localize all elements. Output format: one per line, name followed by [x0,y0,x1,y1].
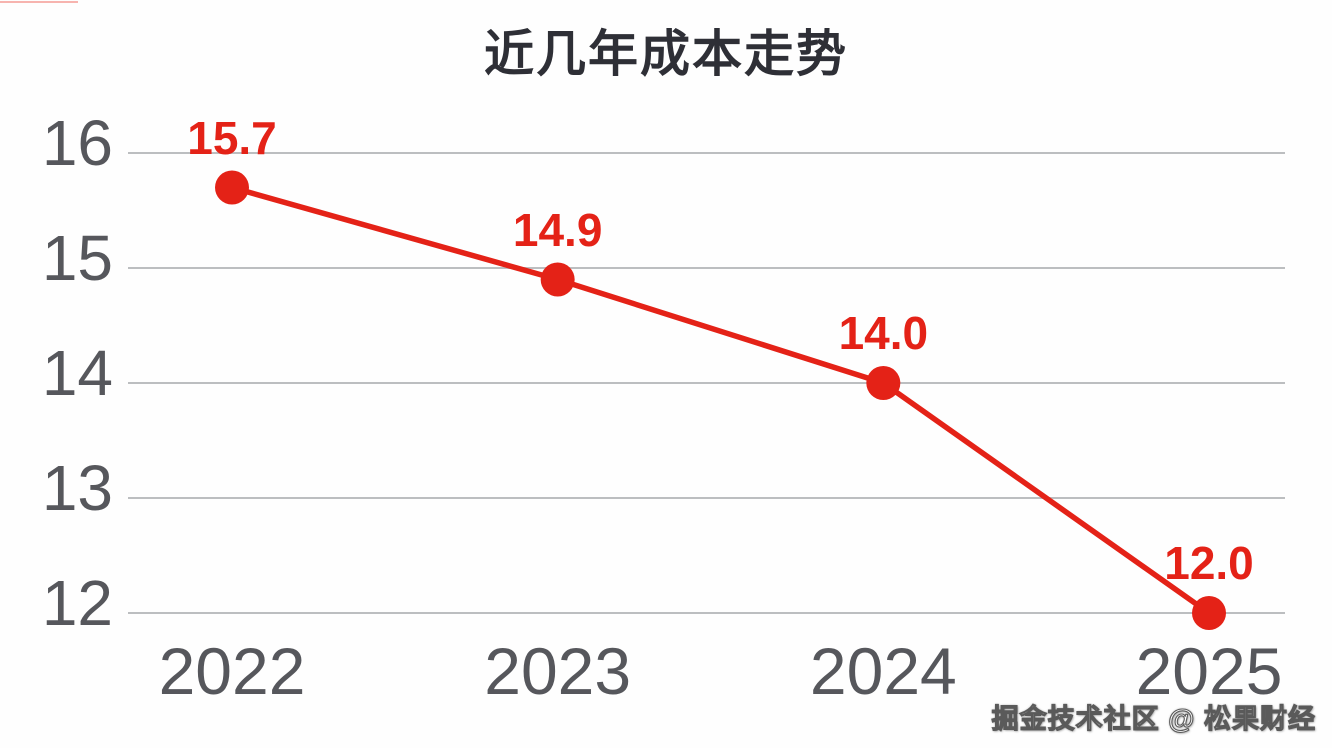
y-tick-label: 16 [41,107,113,179]
data-point [215,170,249,205]
x-tick-label: 2024 [809,634,957,708]
watermark: 掘金技术社区 @ 松果财经 [991,703,1316,734]
x-tick-label: 2023 [484,634,632,708]
data-point-label: 14.0 [838,307,929,359]
data-point [540,262,575,297]
y-tick-label: 12 [41,567,113,639]
data-point-label: 14.9 [512,203,603,256]
x-tick-label: 2025 [1135,634,1283,708]
data-point [866,366,901,400]
gridline [128,267,1285,269]
gridline [128,152,1285,154]
y-tick-label: 15 [41,222,113,294]
data-point-label: 15.7 [187,111,277,164]
gridline [128,497,1285,499]
gridline [128,382,1285,384]
top-left-red-artifact [0,1,78,3]
x-tick-label: 2022 [158,634,306,708]
trend-line [231,184,1211,616]
chart-title: 近几年成本走势 [484,26,848,82]
y-tick-label: 13 [41,452,113,524]
gridline [128,612,1285,614]
data-point [1192,596,1226,630]
y-tick-label: 14 [41,337,113,409]
data-point-label: 12.0 [1164,537,1254,589]
